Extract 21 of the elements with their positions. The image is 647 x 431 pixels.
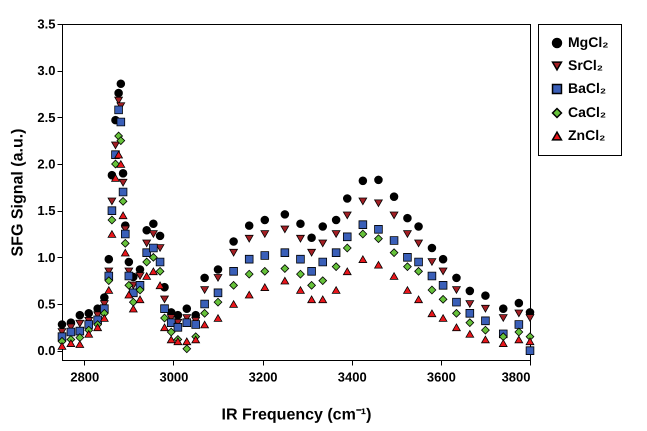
legend-label: BaCl₂: [568, 80, 606, 96]
legend-label: CaCl₂: [568, 104, 606, 120]
x-tick-label: 3600: [426, 370, 456, 384]
y-tick-label: 1.5: [37, 203, 56, 218]
x-tick-label: 3200: [248, 370, 278, 384]
y-tick-label: 3.5: [37, 16, 56, 32]
x-tick-label: 3400: [338, 370, 367, 384]
y-tick-label: 2.0: [37, 156, 56, 172]
x-tick-label: 3000: [159, 370, 188, 384]
legend-label: SrCl₂: [568, 57, 604, 73]
x-axis-title: IR Frequency (cm⁻¹): [222, 406, 372, 424]
y-tick-label: 3.0: [37, 63, 56, 78]
y-tick-label: 0.0: [37, 343, 56, 358]
legend-label: MgCl₂: [568, 34, 608, 50]
y-tick-label: 1.0: [37, 250, 56, 265]
y-tick-label: 0.5: [37, 296, 56, 312]
x-tick-label: 2800: [70, 370, 100, 384]
x-tick-label: 3800: [502, 370, 530, 384]
y-axis-title: SFG Signal (a.u.): [9, 128, 26, 257]
y-tick-label: 2.5: [37, 110, 56, 125]
legend-label: ZnCl₂: [568, 127, 606, 143]
